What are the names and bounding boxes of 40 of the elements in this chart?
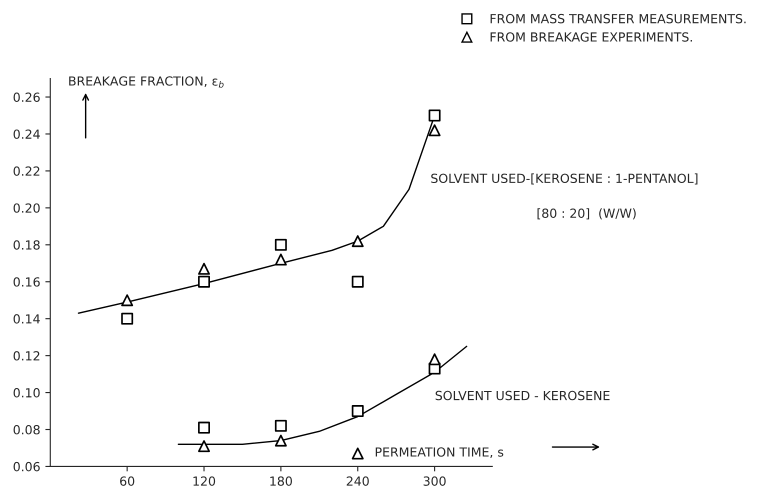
point [198,262,210,275]
y-tick-label: 0.18 [14,240,40,250]
y-tick-label: 0.14 [14,314,40,324]
point [198,422,210,434]
point [352,448,364,460]
point [352,235,364,248]
y-tick-label: 0.16 [14,277,40,287]
x-tick-label: 240 [346,476,369,486]
point [352,276,364,288]
y-tick-label: 0.06 [14,462,40,472]
x-tick-label: 120 [193,476,216,486]
point [198,440,210,452]
x-axis-title: PERMEATION TIME, s [376,447,504,458]
point [274,434,287,447]
point [428,110,441,122]
point [121,312,134,325]
point [274,420,287,432]
legend-label: FROM BREAKAGE EXPERIMENTS. [490,32,692,42]
x-tick-label: 180 [270,476,292,486]
y-tick-label: 0.20 [14,203,40,213]
point [274,238,287,251]
point [352,405,364,418]
y-tick-label: 0.08 [14,424,40,434]
text: [80 : 20] (W/W) [538,208,636,220]
x-tick-label: 60 [120,476,134,486]
y-tick-label: 0.12 [14,351,40,361]
point [121,294,134,306]
point [274,254,287,266]
annotation: SOLVENT USED - KEROSENE [436,390,610,400]
y-tick-label: 0.24 [14,129,40,139]
legend-label: FROM MASS TRANSFER MEASUREMENTS. [490,14,746,24]
y-axis-title: BREAKAGE FRACTION, ε$_{b}$ [69,76,224,88]
x-tick-label: 300 [424,476,446,486]
point [428,353,441,366]
point [428,124,441,136]
annotation: SOLVENT USED-[KEROSENE : 1-PENTANOL] [431,173,698,185]
y-tick-label: 0.22 [14,166,40,176]
y-tick-label: 0.10 [14,388,40,398]
point [198,276,210,288]
y-tick-label: 0.26 [14,92,40,102]
